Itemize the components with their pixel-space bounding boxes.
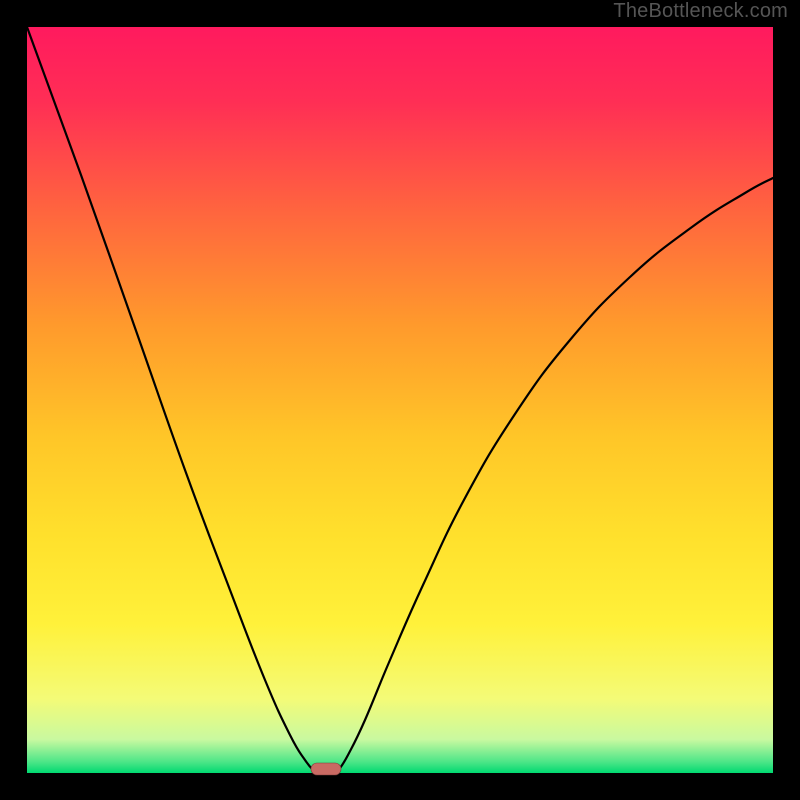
bottleneck-curve-chart <box>0 0 800 800</box>
chart-container: TheBottleneck.com <box>0 0 800 800</box>
plot-area-gradient <box>27 27 773 773</box>
bottleneck-marker <box>311 763 341 775</box>
